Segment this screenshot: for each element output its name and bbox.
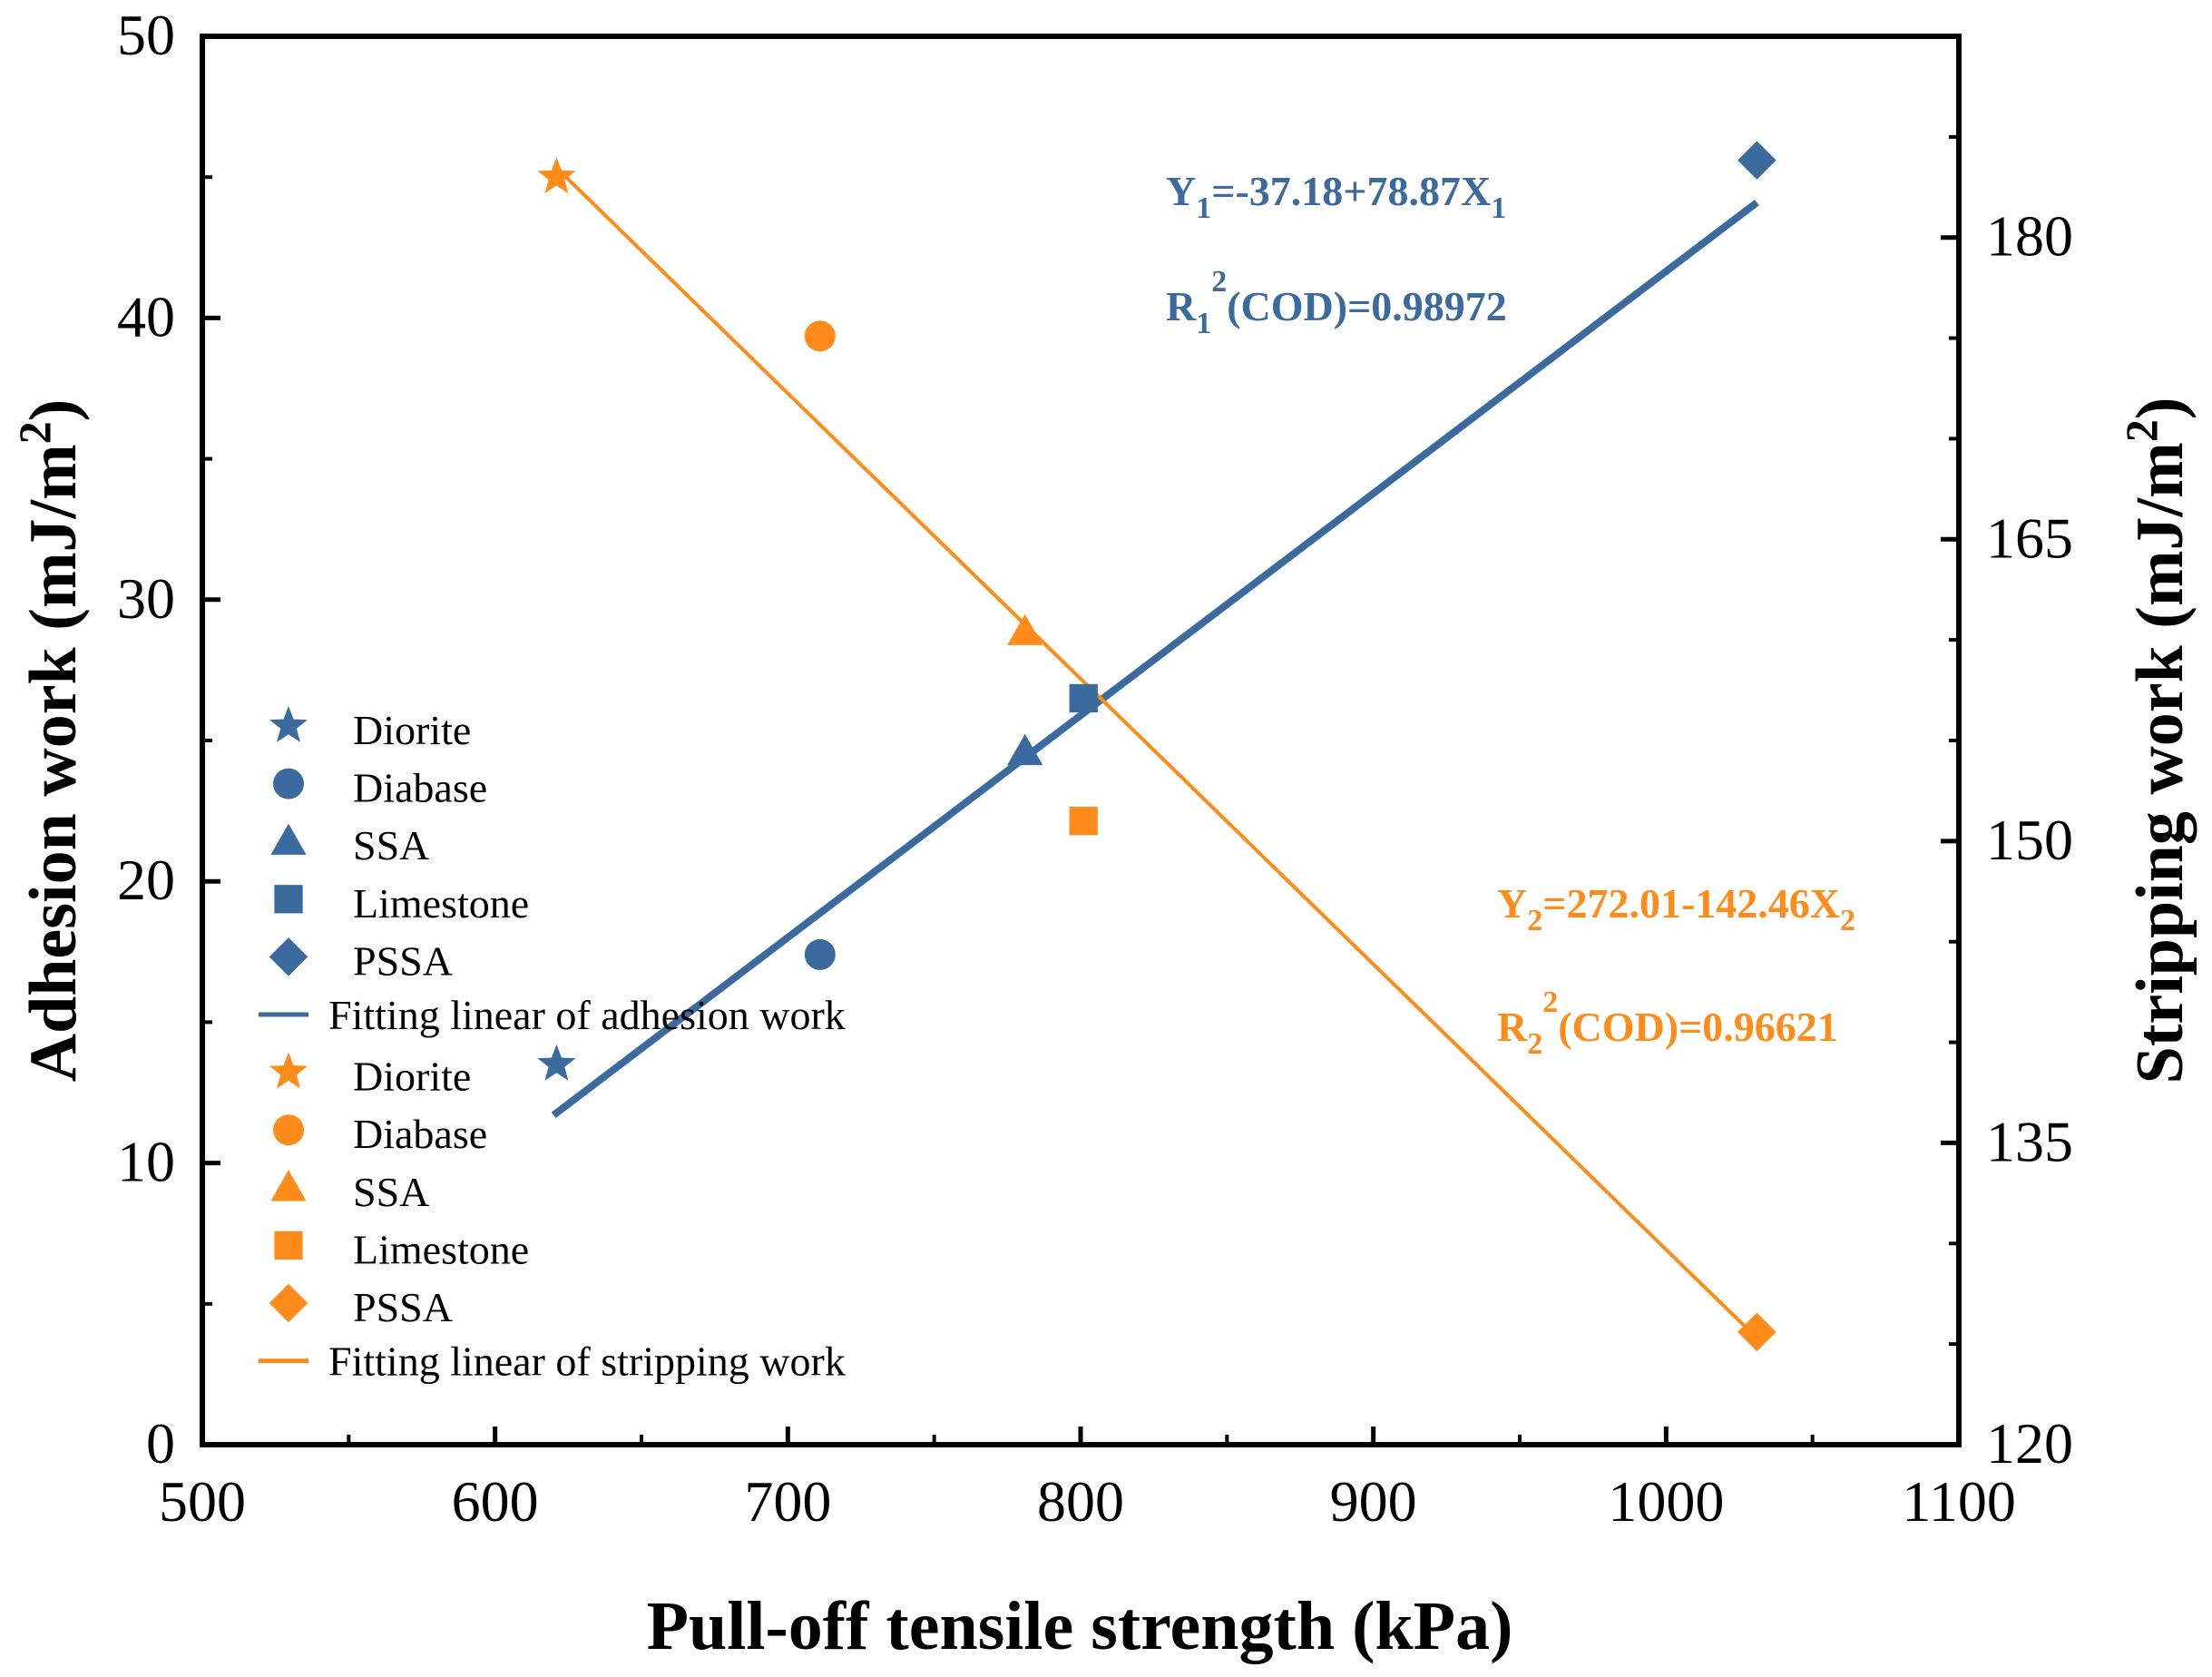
x-tick-label: 900 [1330, 1469, 1417, 1534]
left-y-axis-ticks: 0 10 20 30 40 50 [117, 3, 220, 1476]
right-y-tick-label: 120 [1986, 1411, 2073, 1476]
right-y-axis-title: Stripping work (mJ/m2) [2116, 397, 2197, 1084]
right-y-tick-label: 150 [1986, 808, 2073, 872]
stripping-fit-line [552, 163, 1758, 1339]
adhesion-diorite-point [537, 1044, 576, 1081]
left-y-tick-label: 30 [117, 566, 175, 631]
data-points [537, 141, 1776, 1352]
left-y-tick-label: 40 [117, 284, 175, 348]
adhesion-fit-line [551, 199, 1759, 1119]
right-y-tick-label: 135 [1986, 1109, 2073, 1173]
legend-marker-star [269, 705, 308, 742]
x-tick-label: 500 [159, 1469, 246, 1534]
x-axis-ticks: 500 600 700 800 900 1000 1100 [159, 1427, 2016, 1534]
left-y-axis-title: Adhesion work (mJ/m2) [9, 399, 91, 1083]
legend-label: Limestone [353, 880, 529, 927]
legend-marker-circle [273, 768, 304, 799]
legend-label: Diabase [353, 1111, 487, 1157]
legend-marker-square [274, 885, 303, 914]
adhesion-pssa-point [1737, 141, 1776, 180]
x-tick-label: 800 [1037, 1469, 1124, 1534]
stripping-limestone-point [1069, 807, 1098, 836]
legend-marker-diamond [269, 937, 308, 976]
legend-label: SSA [353, 1169, 429, 1215]
legend-marker-triangle [270, 1170, 307, 1201]
legend-marker-square [274, 1231, 303, 1260]
x-tick-label: 1100 [1902, 1469, 2016, 1534]
adhesion-fit-equation: Y1=-37.18+78.87X1 [1166, 168, 1506, 225]
stripping-fit-r2: R22(COD)=0.96621 [1497, 986, 1838, 1061]
stripping-diabase-point [804, 320, 836, 352]
legend-label: Diorite [353, 1054, 471, 1100]
legend-label: Fitting linear of adhesion work [328, 992, 846, 1038]
legend-label: Diorite [353, 707, 471, 753]
legend-label: Fitting linear of stripping work [328, 1339, 846, 1385]
legend: Diorite Diabase SSA Limestone PSSA Fitting li… [259, 705, 846, 1385]
stripping-diorite-point [537, 157, 576, 194]
legend-marker-diamond [269, 1283, 308, 1323]
right-y-tick-label: 165 [1986, 505, 2073, 570]
left-y-tick-label: 0 [146, 1411, 175, 1476]
adhesion-ssa-point [1007, 733, 1043, 766]
stripping-pssa-point [1737, 1312, 1776, 1352]
right-y-axis-ticks: 120 135 150 165 180 [1941, 134, 2073, 1476]
x-tick-label: 700 [744, 1469, 831, 1534]
legend-marker-circle [273, 1114, 304, 1146]
left-y-tick-label: 50 [117, 3, 175, 67]
legend-label: PSSA [353, 1284, 453, 1330]
legend-label: Limestone [353, 1226, 529, 1272]
fit-lines [551, 163, 1759, 1339]
left-y-tick-label: 10 [117, 1130, 175, 1194]
adhesion-diabase-point [804, 938, 836, 970]
legend-label: Diabase [353, 765, 487, 811]
x-axis-title: Pull-off tensile strength (kPa) [647, 1588, 1513, 1664]
legend-label: SSA [353, 822, 429, 868]
legend-marker-triangle [270, 823, 307, 855]
adhesion-limestone-point [1069, 683, 1098, 713]
x-tick-label: 600 [452, 1469, 539, 1534]
x-tick-label: 1000 [1608, 1469, 1724, 1534]
adhesion-fit-r2: R12(COD)=0.98972 [1166, 265, 1507, 340]
right-y-tick-label: 180 [1986, 204, 2073, 269]
left-y-tick-label: 20 [117, 848, 175, 912]
legend-marker-star [269, 1052, 308, 1089]
stripping-fit-equation: Y2=272.01-142.46X2 [1497, 880, 1855, 937]
legend-label: PSSA [353, 937, 453, 984]
stripping-ssa-point [1007, 613, 1043, 645]
